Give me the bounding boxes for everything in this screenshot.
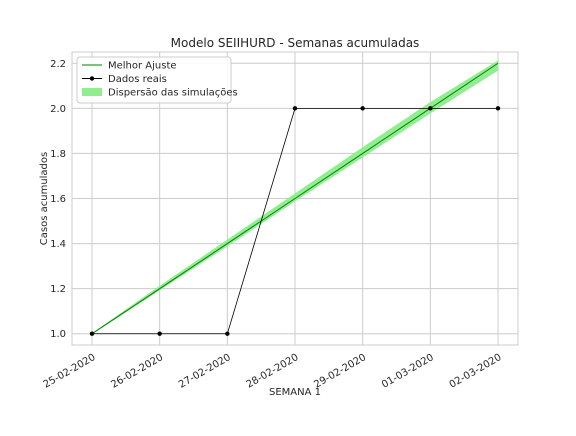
- x-tick-label: 25-02-2020: [42, 352, 98, 391]
- real-data-point: [292, 106, 298, 111]
- x-tick-label: 29-02-2020: [312, 352, 368, 391]
- y-tick-label: 1.8: [50, 149, 66, 160]
- plot-frame: [71, 51, 519, 346]
- x-tick-label: 01-03-2020: [380, 352, 436, 391]
- y-tick-label: 1.4: [50, 239, 66, 250]
- x-tick-label: 02-03-2020: [448, 352, 504, 391]
- x-tick-label: 27-02-2020: [177, 352, 233, 391]
- x-tick-labels: 25-02-2020 26-02-2020 27-02-2020 28-02-2020…: [42, 352, 504, 391]
- real-data-point: [157, 331, 162, 336]
- y-tick-label: 1.2: [50, 284, 66, 295]
- y-tick-label: 2.0: [50, 104, 66, 115]
- legend-label: Dados reais: [108, 74, 167, 85]
- legend-box: [76, 56, 232, 104]
- real-data-point: [360, 106, 365, 111]
- legend-label: Melhor Ajuste: [108, 61, 177, 72]
- real-data-point: [225, 331, 230, 336]
- x-tick-label: 26-02-2020: [109, 352, 165, 391]
- y-tick-label: 1.0: [50, 329, 66, 340]
- legend-label: Dispersão das simulações: [108, 88, 238, 99]
- real-data-point: [428, 106, 433, 111]
- legend-swatch: [82, 88, 102, 96]
- legend-marker: [89, 76, 95, 81]
- y-tick-label: 1.6: [50, 194, 66, 205]
- y-tick-labels: 1.0 1.2 1.4 1.6 1.8 2.0 2.2: [50, 59, 66, 340]
- x-axis-label: SEMANA 1: [269, 387, 321, 398]
- y-tick-label: 2.2: [50, 59, 66, 70]
- x-tick-label: 28-02-2020: [245, 352, 301, 391]
- chart-title: Modelo SEIIHURD - Semanas acumuladas: [171, 36, 420, 50]
- lines-layer: [89, 62, 501, 336]
- real-data-point: [89, 331, 95, 336]
- real-data-point: [495, 106, 501, 111]
- y-axis-label: Casos acumulados: [39, 152, 50, 245]
- legend: Melhor Ajuste Dados reais Dispersão das si…: [76, 56, 238, 104]
